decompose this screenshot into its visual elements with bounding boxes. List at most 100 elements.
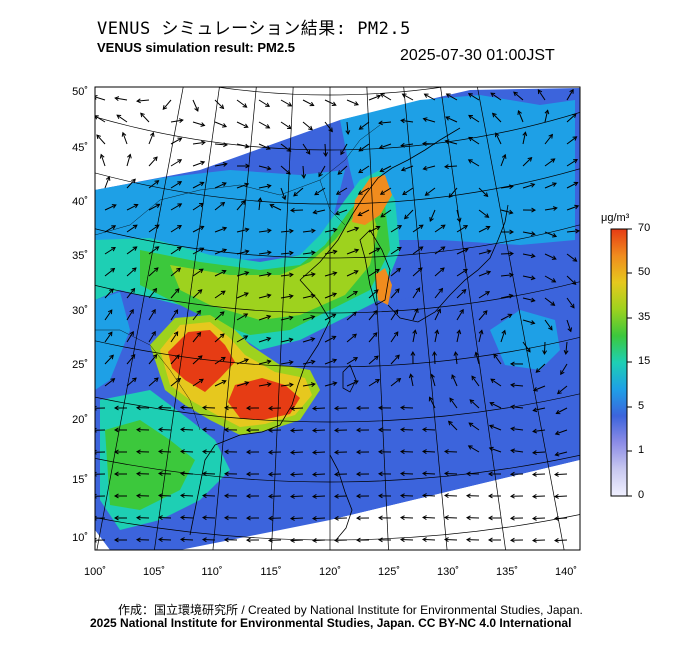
wind-arrowhead bbox=[509, 537, 515, 543]
lon-label-115: 115˚ bbox=[260, 566, 282, 578]
wind-arrow bbox=[444, 472, 458, 475]
wind-arrow bbox=[425, 187, 436, 196]
wind-arrowhead bbox=[510, 448, 516, 454]
wind-arrowhead bbox=[490, 92, 496, 98]
wind-arrow bbox=[324, 293, 337, 299]
wind-arrow bbox=[445, 140, 458, 145]
wind-arrowhead bbox=[198, 378, 204, 384]
wind-arrowhead bbox=[571, 113, 577, 118]
wind-arrowhead bbox=[312, 493, 317, 499]
wind-arrow bbox=[324, 313, 336, 321]
wind-arrowhead bbox=[135, 405, 141, 411]
wind-arrow bbox=[214, 290, 226, 299]
wind-arrow bbox=[312, 451, 326, 454]
wind-arrowhead bbox=[151, 330, 156, 336]
wind-arrow bbox=[312, 495, 326, 498]
wind-arrow bbox=[456, 330, 461, 343]
wind-arrowhead bbox=[111, 225, 117, 230]
wind-arrow bbox=[122, 132, 128, 145]
wind-arrowhead bbox=[129, 308, 134, 314]
wind-arrowhead bbox=[484, 213, 490, 218]
meridian-line bbox=[477, 87, 565, 550]
wind-arrow bbox=[192, 141, 205, 145]
wind-arrow bbox=[258, 165, 271, 170]
wind-arrowhead bbox=[418, 224, 424, 230]
wind-arrowhead bbox=[489, 401, 495, 407]
wind-arrowhead bbox=[109, 288, 114, 294]
wind-arrowhead bbox=[396, 267, 402, 273]
wind-arrow bbox=[444, 516, 458, 519]
wind-arrowhead bbox=[379, 167, 385, 173]
wind-arrowhead bbox=[135, 493, 141, 499]
wind-arrowhead bbox=[372, 309, 378, 315]
wind-arrowhead bbox=[154, 180, 160, 185]
wind-arrowhead bbox=[509, 229, 515, 235]
lon-label-100: 100˚ bbox=[83, 566, 107, 578]
wind-arrow bbox=[214, 227, 227, 233]
wind-arrow bbox=[544, 134, 553, 145]
license-line: 2025 National Institute for Environmenta… bbox=[90, 616, 572, 630]
lat-label-50: 50˚ bbox=[72, 86, 88, 98]
wind-arrowhead bbox=[202, 449, 207, 455]
wind-arrow bbox=[511, 406, 524, 409]
wind-arrowhead bbox=[400, 515, 405, 521]
wind-arrowhead bbox=[404, 214, 409, 220]
wind-arrow bbox=[429, 209, 436, 222]
wind-arrowhead bbox=[377, 493, 383, 499]
wind-arrowhead bbox=[223, 449, 229, 455]
wind-arrow bbox=[422, 450, 436, 453]
wind-arrowhead bbox=[449, 397, 454, 403]
wind-arrowhead bbox=[355, 493, 361, 499]
wind-arrowhead bbox=[535, 368, 541, 373]
wind-arrowhead bbox=[400, 471, 405, 477]
wind-arrow bbox=[170, 246, 182, 255]
wind-arrowhead bbox=[180, 537, 185, 542]
wind-arrowhead bbox=[486, 270, 492, 276]
wind-arrowhead bbox=[113, 405, 119, 411]
wind-arrowhead bbox=[444, 449, 449, 455]
wind-arrow bbox=[554, 539, 568, 542]
wind-arrowhead bbox=[445, 116, 451, 121]
wind-arrowhead bbox=[483, 192, 489, 198]
wind-arrowhead bbox=[266, 336, 272, 342]
wind-arrowhead bbox=[532, 515, 537, 521]
lat-label-15: 15˚ bbox=[72, 474, 88, 486]
wind-arrow bbox=[313, 209, 326, 214]
wind-arrow bbox=[478, 330, 483, 343]
wind-arrow bbox=[104, 204, 117, 211]
wind-arrowhead bbox=[222, 123, 228, 128]
wind-arrow bbox=[214, 182, 227, 189]
wind-arrowhead bbox=[532, 428, 537, 434]
wind-arrowhead bbox=[355, 405, 361, 411]
wind-arrowhead bbox=[176, 377, 182, 383]
wind-arrowhead bbox=[331, 313, 337, 319]
wind-arrowhead bbox=[469, 399, 475, 404]
wind-arrowhead bbox=[438, 287, 444, 293]
wind-arrow bbox=[312, 407, 326, 410]
wind-arrow bbox=[258, 99, 270, 107]
wind-arrowhead bbox=[448, 193, 454, 198]
wind-arrow bbox=[404, 209, 414, 220]
wind-arrow bbox=[302, 273, 315, 277]
wind-arrow bbox=[468, 136, 480, 145]
wind-arrow bbox=[380, 209, 392, 218]
wind-arrow bbox=[424, 93, 436, 101]
wind-arrowhead bbox=[220, 290, 226, 296]
wind-arrowhead bbox=[177, 203, 183, 208]
wind-arrow bbox=[412, 308, 419, 321]
wind-arrowhead bbox=[158, 493, 163, 499]
wind-arrowhead bbox=[244, 182, 250, 188]
wind-arrowhead bbox=[353, 290, 358, 296]
wind-arrowhead bbox=[245, 163, 251, 169]
wind-arrowhead bbox=[453, 351, 459, 357]
wind-arrow bbox=[468, 422, 480, 431]
wind-arrowhead bbox=[428, 396, 434, 402]
wind-arrowhead bbox=[456, 217, 462, 223]
wind-arrow bbox=[390, 225, 402, 233]
wind-arrowhead bbox=[378, 144, 384, 150]
wind-arrowhead bbox=[219, 311, 225, 316]
wind-arrow bbox=[180, 538, 194, 541]
wind-arrowhead bbox=[402, 190, 407, 196]
wind-arrowhead bbox=[493, 353, 498, 359]
